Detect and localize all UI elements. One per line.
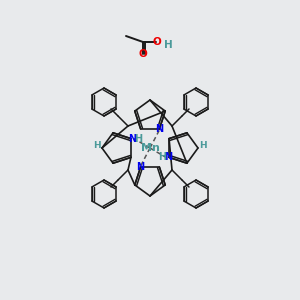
Text: H: H	[199, 140, 207, 149]
Text: O: O	[153, 37, 161, 47]
Text: H: H	[164, 40, 172, 50]
Text: O: O	[139, 49, 147, 59]
Text: N: N	[164, 152, 172, 162]
Text: H: H	[158, 152, 166, 162]
Text: H: H	[93, 140, 101, 149]
Text: N: N	[155, 124, 164, 134]
Text: N: N	[128, 134, 136, 144]
Text: N: N	[136, 162, 145, 172]
Text: Mn: Mn	[141, 143, 159, 153]
Text: H: H	[134, 134, 142, 144]
